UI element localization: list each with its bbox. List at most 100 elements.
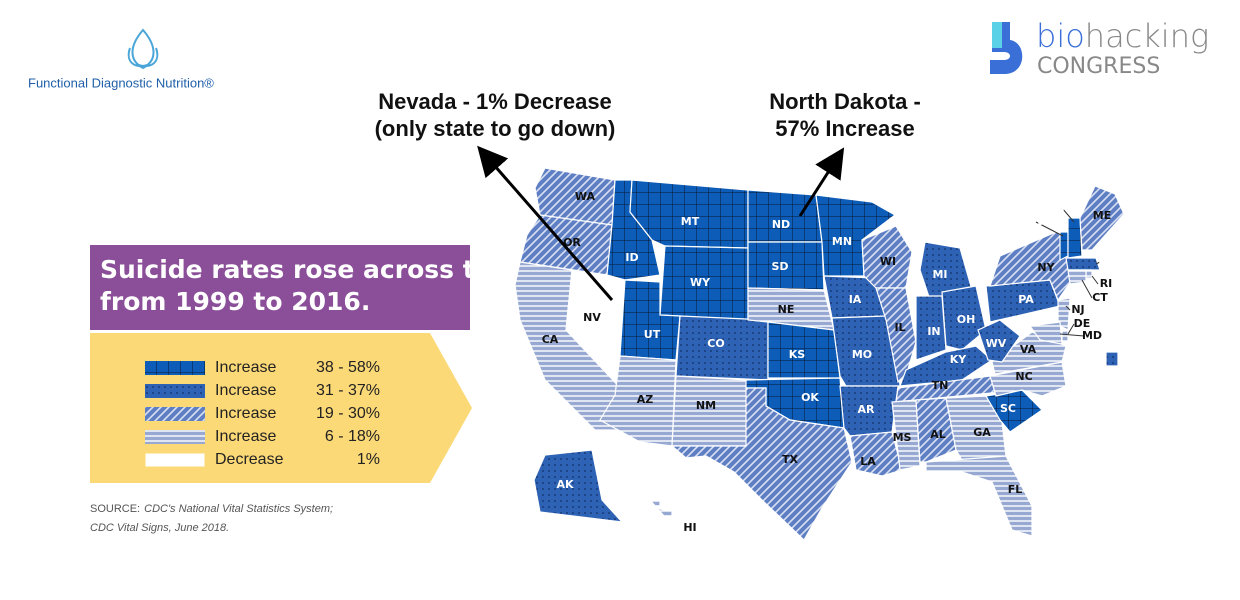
title: Suicide rates rose across the US: [100, 255, 556, 284]
annotation: North Dakota -: [769, 89, 921, 114]
congress: CONGRESS: [1037, 54, 1160, 79]
state-label: MS: [893, 431, 912, 444]
state-label: MN: [832, 235, 852, 248]
state-label: IL: [894, 321, 905, 334]
state: [1067, 269, 1087, 285]
state-label: IA: [849, 293, 862, 306]
state-label: NE: [778, 303, 795, 316]
leader-line: [1067, 323, 1075, 335]
legend-range: 31 - 37%: [316, 382, 380, 399]
state-label: KY: [950, 353, 968, 366]
state: [915, 397, 957, 463]
state-label: AZ: [637, 393, 654, 406]
state-label: TX: [782, 453, 799, 466]
leader-line: [1035, 221, 1064, 237]
legend-range: 19 - 30%: [316, 405, 380, 422]
state: [1067, 217, 1083, 259]
legend-label: Decrease: [215, 451, 284, 468]
annotation: Nevada - 1% Decrease: [378, 89, 612, 114]
state: [1079, 185, 1125, 251]
state: [670, 387, 853, 541]
legend-range: 6 - 18%: [325, 428, 380, 445]
state: [991, 331, 1067, 375]
state: [1065, 257, 1101, 271]
state-label: VA: [1020, 343, 1037, 356]
legend-label: Increase: [215, 428, 276, 445]
annotation: 57% Increase: [775, 116, 914, 141]
state-label: WA: [575, 190, 596, 203]
state: [891, 399, 921, 471]
state-label: WI: [880, 255, 896, 268]
state-label: MI: [932, 268, 947, 281]
state-label: GA: [973, 426, 991, 439]
leader-line: [1081, 279, 1093, 299]
state: [1061, 329, 1069, 343]
state-label: RI: [1100, 277, 1113, 290]
state-label: MO: [852, 348, 872, 361]
state-label: AR: [858, 403, 876, 416]
state-label: WY: [690, 276, 711, 289]
title: from 1999 to 2016.: [100, 287, 370, 316]
arrow: [477, 145, 614, 301]
legend-label: Increase: [215, 382, 276, 399]
state-label: SD: [771, 260, 788, 273]
state-label: NM: [696, 399, 716, 412]
state-label: AL: [930, 428, 946, 441]
state-label: ME: [1093, 209, 1111, 222]
bio: bio: [1036, 17, 1085, 55]
legend-swatch: [144, 452, 206, 468]
state-label: DE: [1074, 317, 1091, 330]
state-label: NY: [1037, 261, 1055, 274]
state-label: KS: [789, 348, 806, 361]
state: [533, 449, 624, 523]
source: SOURCE: CDC's National Vital Statistics S…: [90, 503, 333, 515]
state-label: ND: [772, 218, 790, 231]
legend-swatch: [145, 407, 205, 421]
state-label: NV: [583, 311, 601, 324]
state-label: NC: [1015, 370, 1032, 383]
state-label: CA: [542, 333, 559, 346]
state-label: SC: [1000, 402, 1016, 415]
hacking: hacking: [1085, 17, 1209, 55]
state-label: ID: [625, 251, 638, 264]
state-label: MT: [681, 215, 700, 228]
legend-label: Increase: [215, 405, 276, 422]
state: [915, 295, 947, 361]
state-label: NJ: [1071, 303, 1084, 316]
state: [941, 285, 987, 351]
state-label: TN: [932, 379, 949, 392]
state: [1028, 321, 1063, 345]
state-label: AK: [556, 478, 574, 491]
state-label: CT: [1092, 291, 1108, 304]
state-label: OK: [801, 391, 819, 404]
state: [849, 431, 903, 477]
state-label: MA: [1098, 255, 1118, 268]
leader-line: [1065, 305, 1071, 311]
state: [599, 355, 677, 447]
leader-line: [1059, 333, 1085, 337]
leader-line: [1061, 207, 1075, 223]
state: [1085, 269, 1093, 279]
state-label: NH: [1061, 201, 1079, 214]
state-label: PA: [1018, 293, 1034, 306]
annotation: (only state to go down): [375, 116, 616, 141]
fdn-logo: [127, 28, 159, 70]
legend-range: 38 - 58%: [316, 359, 380, 376]
title-panel: [90, 245, 470, 330]
state: [1059, 231, 1069, 261]
legend-label: Increase: [215, 359, 276, 376]
legend-swatch: [145, 384, 205, 398]
state-label: OH: [957, 313, 976, 326]
fdn-name: Functional Diagnostic Nutrition®: [28, 75, 214, 90]
source-text: CDC Vital Signs, June 2018.: [90, 522, 229, 534]
leader-line: [1091, 275, 1099, 285]
biohacking-logo: [990, 22, 1023, 74]
state-label: OR: [563, 236, 581, 249]
state-label: WV: [986, 337, 1007, 350]
state-label: VT: [1036, 215, 1053, 228]
legend-swatch: [145, 430, 205, 444]
state: [977, 319, 1021, 363]
state-label: FL: [1008, 483, 1023, 496]
